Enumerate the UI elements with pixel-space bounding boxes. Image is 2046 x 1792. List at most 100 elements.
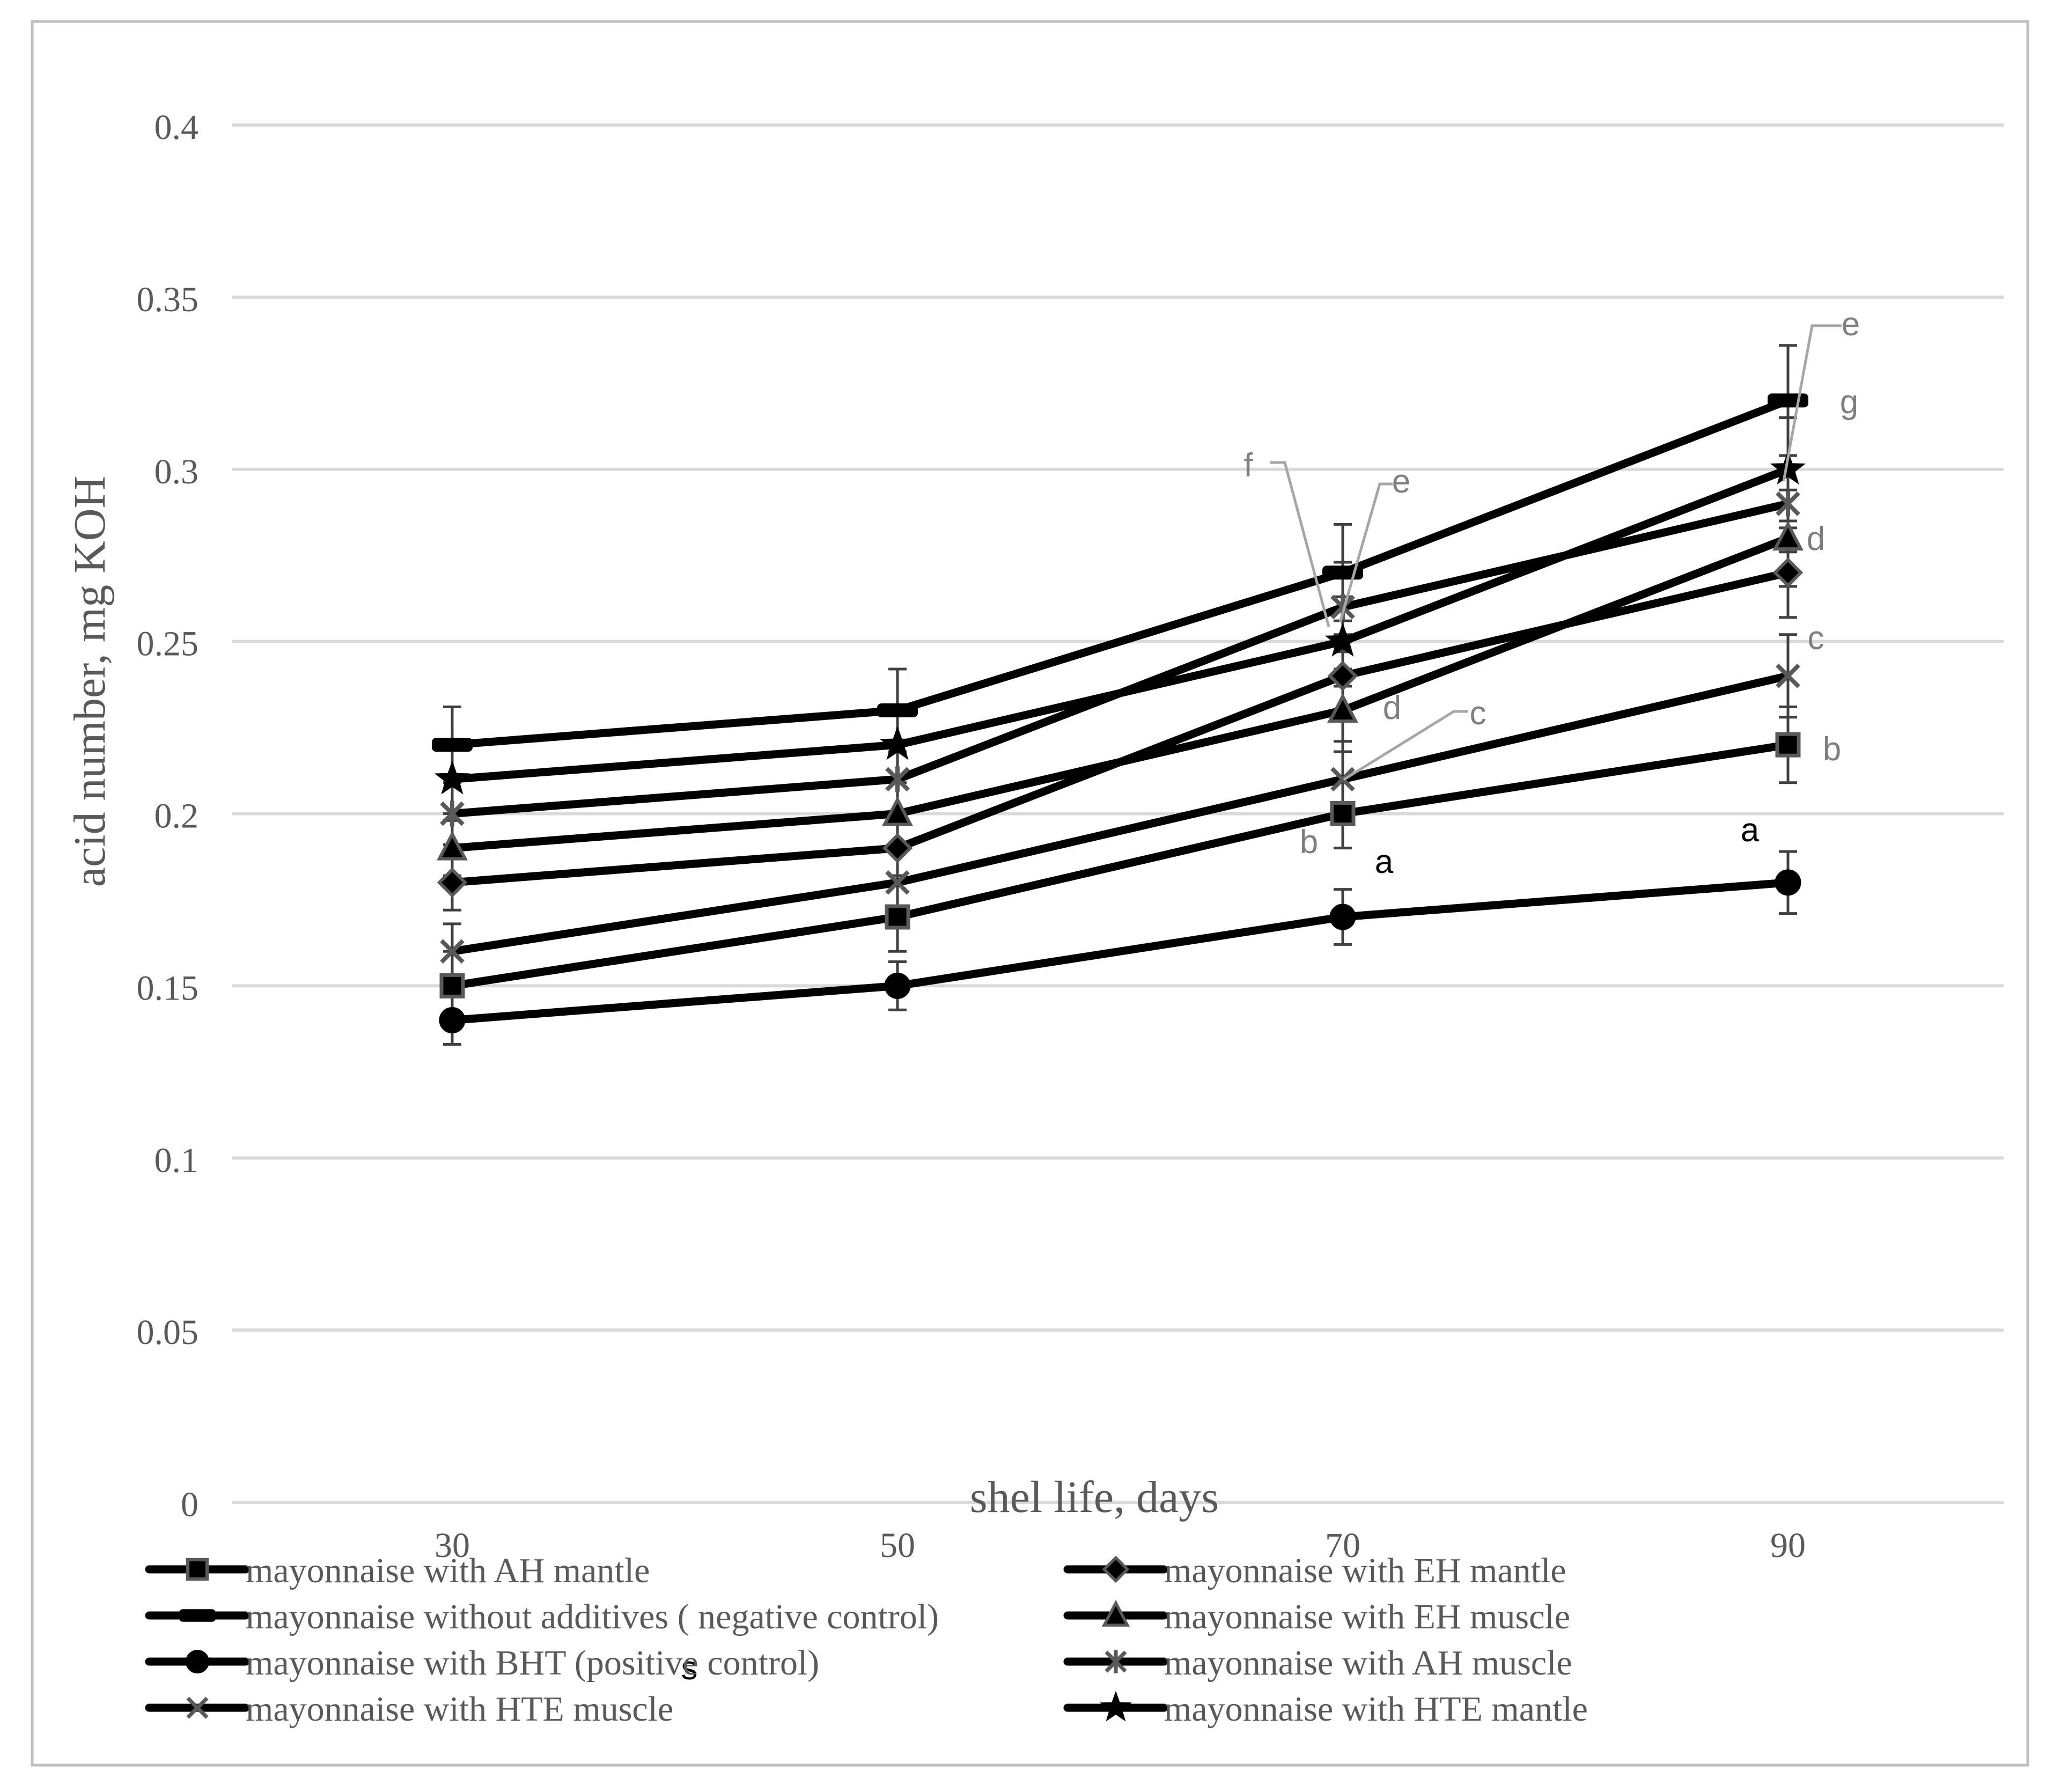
marker-dash [1768, 393, 1808, 408]
marker-asterisk [1776, 490, 1800, 517]
marker-triangle [1327, 693, 1358, 723]
legend-label: mayonnaise without additives ( negative … [246, 1597, 939, 1636]
marker-star [1324, 622, 1361, 657]
x-axis-label: shel life, days [970, 1472, 1219, 1522]
marker-circle [884, 972, 911, 999]
series-line [452, 878, 1789, 1025]
annotation-d: d [1807, 520, 1825, 557]
marker-circle [1329, 904, 1356, 930]
marker-x [1330, 767, 1355, 792]
annotation-b: b [1823, 731, 1841, 768]
marker-star [879, 726, 916, 760]
marker-square [1775, 732, 1801, 758]
marker-square [439, 973, 465, 998]
legend-item: mayonnaise with HTE muscle [145, 1690, 673, 1729]
marker-circle [185, 1649, 210, 1674]
legend-label: mayonnaise with HTE mantle [1164, 1690, 1588, 1729]
annotation-label: a [1741, 812, 1760, 849]
annotation-label: e [1392, 463, 1410, 500]
series-line [452, 396, 1790, 749]
marker-triangle [1772, 520, 1804, 551]
marker-diamond [1327, 660, 1358, 692]
annotation-b: b [1300, 824, 1318, 861]
x-tick-label: 50 [880, 1526, 915, 1565]
marker-diamond [882, 833, 913, 863]
x-tick-label: 70 [1325, 1526, 1360, 1565]
marker-triangle [437, 831, 468, 861]
annotation-label: a [1375, 843, 1394, 880]
marker-circle [439, 1007, 466, 1034]
marker-dash [877, 703, 918, 717]
marker-square [885, 904, 910, 930]
annotation-label: b [1823, 731, 1841, 768]
annotation-label: d [1807, 520, 1825, 557]
series-line [452, 534, 1790, 853]
annotation-label: d [1383, 689, 1401, 726]
y-axis-label: acid number, mg KOH [65, 476, 115, 887]
legend-label: mayonnaise with HTE muscle [246, 1690, 673, 1729]
significance-annotations: f e d c b a e g d c b a s [681, 306, 1860, 1687]
marker-x [885, 870, 910, 895]
y-tick-label: 0.25 [137, 625, 199, 664]
legend-item: mayonnaise with AH mantle [145, 1551, 650, 1590]
annotation-label: g [1840, 384, 1858, 421]
y-axis-tick-labels: 0 0.05 0.1 0.15 0.2 0.25 0.3 0.35 0.4 [137, 108, 199, 1524]
series-line [451, 740, 1789, 990]
y-tick-label: 0.3 [154, 452, 199, 491]
annotation-c: c [1808, 620, 1824, 657]
marker-square [186, 1558, 209, 1581]
legend-item: mayonnaise with HTE mantle [1063, 1690, 1588, 1729]
x-axis-tick-labels: 30 50 70 90 [435, 1526, 1806, 1565]
legend-label: mayonnaise with AH muscle [1164, 1643, 1572, 1683]
legend: mayonnaise with AH mantle mayonnaise with… [145, 1551, 1588, 1729]
series-markers [432, 393, 1808, 1034]
legend-label: mayonnaise with AH mantle [246, 1551, 650, 1590]
marker-diamond [1102, 1555, 1130, 1583]
series-line [451, 672, 1789, 956]
annotation-label: s [681, 1650, 698, 1687]
marker-star [1770, 450, 1806, 484]
legend-label: mayonnaise with EH muscle [1164, 1597, 1570, 1636]
legend-item: mayonnaise with AH muscle [1063, 1643, 1572, 1683]
annotation-g: g [1840, 384, 1858, 421]
legend-label: mayonnaise with BHT (positive control) [246, 1643, 819, 1683]
marker-dash [179, 1609, 216, 1622]
annotation-d: d [1383, 689, 1401, 726]
data-series [432, 344, 1808, 1046]
marker-x [440, 939, 465, 964]
x-tick-label: 90 [1770, 1526, 1806, 1565]
y-tick-label: 0 [181, 1485, 198, 1524]
annotation-label: c [1470, 695, 1486, 732]
y-tick-label: 0.05 [137, 1313, 199, 1352]
annotation-a: a [1741, 812, 1760, 849]
marker-diamond [1772, 557, 1804, 588]
marker-asterisk [885, 766, 910, 792]
marker-dash [432, 738, 473, 752]
legend-item: mayonnaise with EH muscle [1063, 1597, 1570, 1636]
y-tick-label: 0.35 [137, 280, 199, 319]
annotation-s: s [681, 1650, 698, 1687]
y-tick-label: 0.15 [137, 968, 199, 1008]
marker-x [1776, 663, 1800, 688]
annotation-e: e [1782, 306, 1860, 482]
annotation-label: e [1842, 306, 1860, 343]
x-tick-label: 30 [435, 1526, 470, 1565]
annotation-label: c [1808, 620, 1824, 657]
annotation-e: e [1338, 463, 1410, 623]
marker-triangle [882, 796, 913, 826]
annotation-label: f [1243, 447, 1253, 484]
series-line [452, 465, 1790, 783]
marker-star [1100, 1691, 1132, 1722]
legend-item: mayonnaise with EH mantle [1063, 1551, 1566, 1590]
marker-square [1330, 801, 1356, 826]
y-tick-label: 0.4 [154, 108, 199, 147]
legend-label: mayonnaise with EH mantle [1164, 1551, 1566, 1590]
y-tick-label: 0.2 [154, 797, 199, 836]
y-tick-label: 0.1 [154, 1141, 199, 1180]
marker-asterisk [1105, 1650, 1127, 1673]
legend-item: mayonnaise without additives ( negative … [145, 1597, 939, 1636]
marker-triangle [1101, 1599, 1130, 1627]
annotation-f: f [1243, 447, 1330, 627]
